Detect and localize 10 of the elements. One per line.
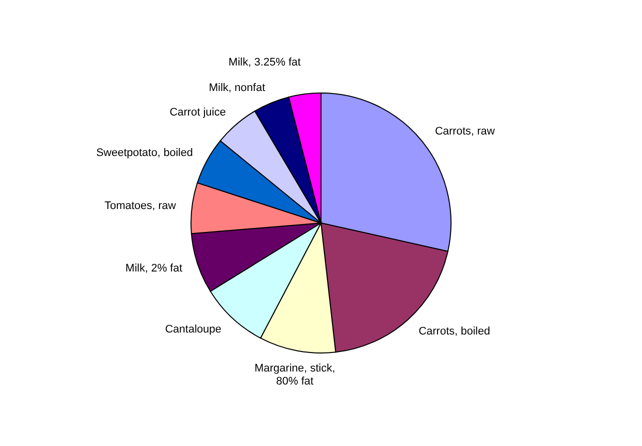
slice-label: Carrots, boiled bbox=[418, 326, 490, 338]
slice-label: Milk, 2% fat bbox=[125, 262, 182, 275]
slice-label: Milk, 3.25% fat bbox=[228, 56, 301, 68]
slice-label: Sweetpotato, boiled bbox=[96, 147, 193, 160]
slice-label: Cantaloupe bbox=[165, 324, 222, 336]
slice-label: Carrot juice bbox=[170, 106, 226, 118]
slice-label: Milk, nonfat bbox=[208, 82, 266, 94]
slice-label: Tomatoes, raw bbox=[104, 200, 176, 212]
slice-label: Carrots, raw bbox=[434, 126, 495, 138]
slice-label: Margarine, stick, 80% fat bbox=[254, 362, 336, 388]
